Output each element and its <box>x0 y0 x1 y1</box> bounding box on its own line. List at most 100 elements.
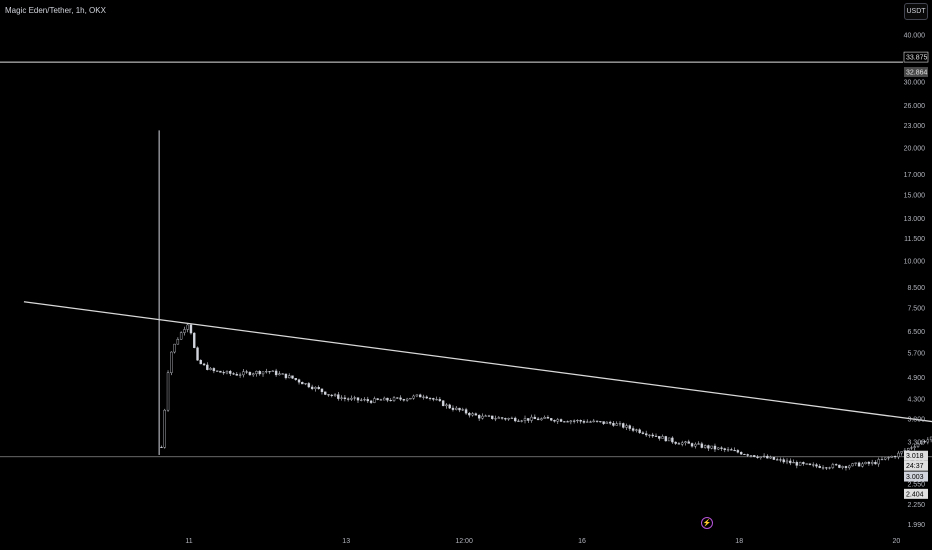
candle-body <box>815 464 818 467</box>
candle-body <box>546 417 550 419</box>
candle-body <box>920 441 923 444</box>
time-tick-label: 13 <box>342 538 350 545</box>
symbol-title[interactable]: Magic Eden/Tether, 1h, OKX <box>5 6 106 15</box>
time-tick-label: 16 <box>578 538 586 545</box>
candle-body <box>363 399 366 401</box>
candle-body <box>913 446 916 448</box>
candle-body <box>589 421 592 423</box>
price-tick-label: 17.000 <box>904 172 926 179</box>
candle-body <box>360 399 363 401</box>
candle-body <box>382 397 386 401</box>
price-tick-label: 7.500 <box>907 306 925 313</box>
price-tick-label: 26.000 <box>904 103 926 110</box>
candle-body <box>189 324 193 334</box>
candle-body <box>759 456 763 458</box>
candle-body <box>304 383 307 385</box>
candle-body <box>658 436 661 439</box>
candle-body <box>733 450 736 452</box>
price-tick-label: 5.700 <box>907 350 925 357</box>
candle-body <box>838 464 841 468</box>
candle-body <box>923 441 926 443</box>
candle-body <box>265 371 268 373</box>
candle-body <box>707 445 710 449</box>
price-tick-label: 30.000 <box>904 79 926 86</box>
price-tick-label: 40.000 <box>904 32 926 39</box>
lightning-icon[interactable]: ⚡ <box>701 517 713 529</box>
candle-body <box>582 421 586 423</box>
candle-body <box>409 397 412 400</box>
candle-body <box>599 421 602 423</box>
candle-body <box>900 451 903 454</box>
candle-body <box>805 463 808 465</box>
candle-body <box>884 457 887 460</box>
candle-body <box>556 419 559 422</box>
candle-body <box>330 394 333 396</box>
price-tick-label: 3.300 <box>907 440 925 447</box>
candle-body <box>533 416 537 420</box>
candle-body <box>762 455 766 457</box>
candle-body <box>350 397 353 400</box>
candle-body <box>785 460 789 463</box>
candle-body <box>179 332 183 340</box>
price-label-box <box>904 488 928 499</box>
candle-body <box>605 421 609 424</box>
candle-body <box>753 455 756 457</box>
candle-body <box>510 417 514 419</box>
candle-body <box>196 347 199 361</box>
candle-body <box>376 398 379 400</box>
candle-body <box>520 420 523 422</box>
candle-body <box>540 418 543 421</box>
candle-body <box>723 448 726 450</box>
candle-body <box>271 370 275 372</box>
candle-body <box>795 462 799 466</box>
candle-body <box>834 464 838 466</box>
candle-body <box>500 417 504 419</box>
candle-body <box>893 456 897 458</box>
candle-body <box>572 420 576 422</box>
price-tick-label: 6.500 <box>907 329 925 336</box>
candle-body <box>481 415 484 419</box>
candle-body <box>775 459 779 461</box>
candle-body <box>435 399 438 401</box>
candle-body <box>687 441 690 444</box>
candle-body <box>337 394 340 399</box>
candle-body <box>353 397 356 399</box>
candle-body <box>209 368 212 370</box>
price-tick-label: 3.800 <box>907 417 925 424</box>
candle-body <box>910 447 913 449</box>
price-tick-label: 2.250 <box>907 502 925 509</box>
price-label-box <box>903 51 929 63</box>
price-tick-label: 11.500 <box>904 236 925 243</box>
candle-body <box>681 442 684 445</box>
candle-body <box>494 418 497 420</box>
price-label-stop: 2.404 <box>906 491 924 498</box>
candle-body <box>789 460 792 464</box>
candle-body <box>841 466 844 468</box>
candle-body <box>507 418 510 420</box>
currency-button[interactable]: USDT <box>904 3 928 20</box>
candle-body <box>366 399 370 402</box>
candle-body <box>255 371 258 374</box>
candle-body <box>346 398 350 400</box>
candle-body <box>870 462 874 464</box>
candle-body <box>906 448 910 451</box>
candle-body <box>432 398 435 400</box>
candle-body <box>160 446 163 448</box>
candle-body <box>808 463 812 466</box>
candle-body <box>618 423 622 425</box>
candle-body <box>396 397 399 399</box>
candle-body <box>458 407 461 411</box>
candle-body <box>441 400 445 407</box>
candle-body <box>864 461 867 465</box>
candle-body <box>288 375 291 379</box>
candle-body <box>317 387 320 390</box>
candle-body <box>419 394 422 398</box>
candle-body <box>798 462 802 466</box>
candle-body <box>356 397 360 401</box>
candle-body <box>828 467 831 469</box>
candle-body <box>844 466 848 468</box>
candle-body <box>425 396 428 399</box>
candle-body <box>451 407 455 410</box>
